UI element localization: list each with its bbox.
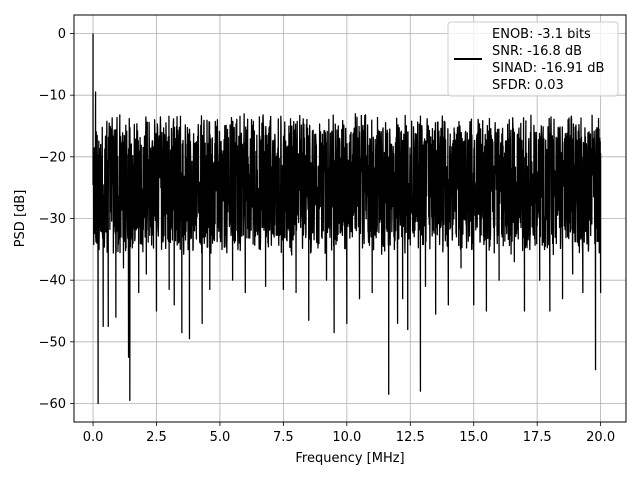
legend-entry-sinad: SINAD: -16.91 dB (492, 61, 604, 76)
y-tick-label: −10 (39, 89, 66, 104)
y-axis: 0 −10 −20 −30 −40 −50 −60 (39, 27, 74, 412)
y-tick-label: −20 (39, 150, 66, 165)
legend: ENOB: -3.1 bits SNR: -16.8 dB SINAD: -16… (447, 21, 619, 97)
x-axis-label: Frequency [MHz] (295, 451, 404, 466)
legend-entry-sfdr: SFDR: 0.03 (492, 78, 564, 93)
x-tick-label: 7.5 (273, 430, 294, 445)
x-tick-label: 5.0 (210, 430, 231, 445)
x-tick-label: 10.0 (332, 430, 361, 445)
y-tick-label: −40 (39, 274, 66, 289)
series-layer (92, 33, 602, 405)
y-axis-label: PSD [dB] (13, 190, 28, 248)
series-line-psd (92, 33, 602, 405)
x-tick-label: 2.5 (146, 430, 167, 445)
y-tick-label: −60 (39, 397, 66, 412)
x-tick-label: 12.5 (396, 430, 425, 445)
x-tick-label: 17.5 (523, 430, 552, 445)
legend-box (447, 21, 619, 97)
x-tick-label: 20.0 (586, 430, 615, 445)
y-tick-label: −30 (39, 212, 66, 227)
y-tick-label: −50 (39, 335, 66, 350)
x-tick-label: 15.0 (459, 430, 488, 445)
x-tick-label: 0.0 (83, 430, 104, 445)
legend-entry-enob: ENOB: -3.1 bits (492, 27, 591, 42)
x-axis: 0.0 2.5 5.0 7.5 10.0 12.5 15.0 17.5 20.0 (83, 422, 615, 445)
y-tick-label: 0 (58, 27, 66, 42)
legend-entry-snr: SNR: -16.8 dB (492, 44, 582, 59)
